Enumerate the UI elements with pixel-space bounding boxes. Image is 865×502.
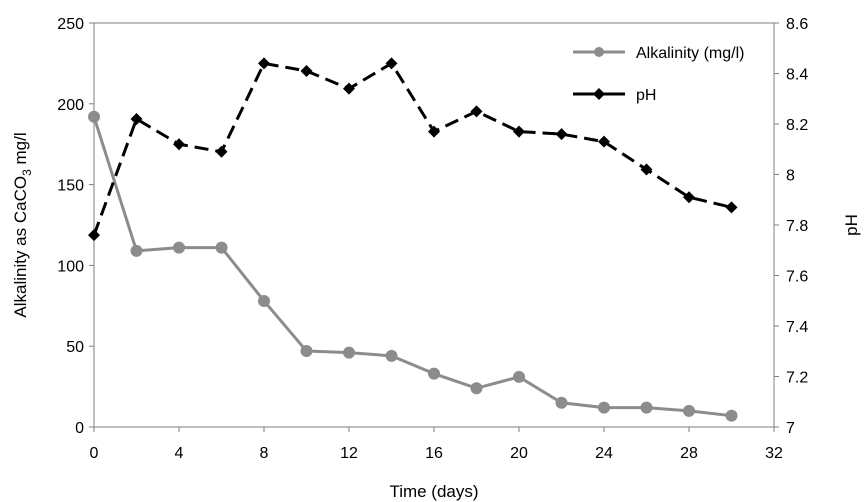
data-point-ph [88, 229, 100, 242]
data-point-ph [300, 64, 313, 77]
plot-area-frame [93, 22, 775, 428]
data-point-ph [683, 191, 695, 204]
legend: Alkalinity (mg/l) pH [573, 45, 744, 104]
data-point-ph [640, 163, 653, 176]
data-point-alkalinity [88, 110, 100, 123]
legend-label-alkalinity: Alkalinity (mg/l) [636, 45, 744, 62]
data-point-ph [173, 138, 185, 151]
y-right-tick-label: 8.2 [786, 117, 808, 134]
y-left-tick-label: 100 [57, 258, 84, 275]
y-left-tick-label: 250 [57, 16, 84, 33]
x-tick-label: 20 [510, 445, 528, 462]
data-point-alkalinity [640, 401, 653, 414]
y-left-tick-label: 50 [66, 339, 84, 356]
x-tick-label: 0 [90, 445, 99, 462]
tick-layer: 0 4 8 12 16 20 24 28 32 0 50 100 150 200 250 7 7.2 7.4 7.6… [57, 16, 808, 462]
data-point-alkalinity [725, 409, 738, 422]
data-point-ph [470, 105, 483, 118]
data-point-alkalinity [130, 244, 143, 257]
y-axis-left-title-tail: mg/l [11, 132, 30, 169]
data-point-ph [598, 135, 610, 148]
series-layer [88, 57, 738, 422]
y-right-tick-label: 8.6 [786, 16, 808, 33]
series-line-ph [92, 61, 732, 236]
y-axis-left-title: Alkalinity as CaCO3 mg/l [11, 132, 34, 317]
y-axis-left-title-main: Alkalinity as CaCO [11, 176, 30, 318]
data-point-alkalinity [555, 396, 568, 409]
data-point-alkalinity [428, 367, 440, 380]
y-left-tick-label: 0 [75, 420, 84, 437]
x-tick-label: 28 [680, 445, 698, 462]
data-point-ph [555, 128, 568, 141]
y-right-tick-label: 7.2 [786, 370, 808, 387]
data-point-ph [725, 201, 738, 214]
y-right-tick-label: 7 [786, 420, 795, 437]
y-axis-right-title: pH [842, 214, 861, 236]
data-point-alkalinity [513, 370, 525, 383]
data-point-ph [513, 125, 525, 138]
data-point-ph [428, 125, 440, 138]
legend-item-alkalinity: Alkalinity (mg/l) [573, 45, 744, 62]
y-right-tick-label: 7.4 [786, 319, 808, 336]
data-point-ph [385, 57, 398, 70]
data-point-alkalinity [173, 241, 185, 254]
legend-swatch-alkalinity-marker [594, 47, 604, 57]
x-tick-label: 24 [595, 445, 613, 462]
data-point-ph [130, 112, 143, 125]
y-right-tick-label: 7.8 [786, 218, 808, 235]
y-left-tick-label: 150 [57, 178, 84, 195]
data-point-ph [343, 82, 355, 95]
y-axis-left-title-subscript: 3 [20, 169, 34, 176]
y-left-tick-label: 200 [57, 97, 84, 114]
legend-swatch-ph-marker [593, 88, 605, 100]
x-tick-label: 12 [340, 445, 358, 462]
data-point-alkalinity [258, 294, 270, 307]
x-tick-label: 32 [765, 445, 783, 462]
data-point-alkalinity [470, 382, 483, 395]
data-point-ph [258, 57, 270, 70]
y-right-tick-label: 8 [786, 168, 795, 185]
legend-item-ph: pH [573, 87, 656, 104]
data-point-alkalinity [598, 401, 610, 414]
series-line-alkalinity [92, 116, 732, 418]
data-point-alkalinity [385, 349, 398, 362]
legend-label-ph: pH [636, 87, 656, 104]
series-ph [88, 57, 738, 242]
data-point-alkalinity [683, 404, 695, 417]
series-alkalinity [88, 110, 738, 422]
data-point-ph [215, 145, 228, 158]
x-axis-title: Time (days) [389, 482, 478, 501]
y-right-tick-label: 7.6 [786, 269, 808, 286]
x-tick-label: 16 [425, 445, 443, 462]
data-point-alkalinity [215, 241, 228, 254]
y-right-tick-label: 8.4 [786, 67, 808, 84]
x-tick-label: 4 [175, 445, 184, 462]
data-point-alkalinity [300, 345, 313, 358]
data-point-alkalinity [343, 346, 355, 359]
x-tick-label: 8 [260, 445, 269, 462]
